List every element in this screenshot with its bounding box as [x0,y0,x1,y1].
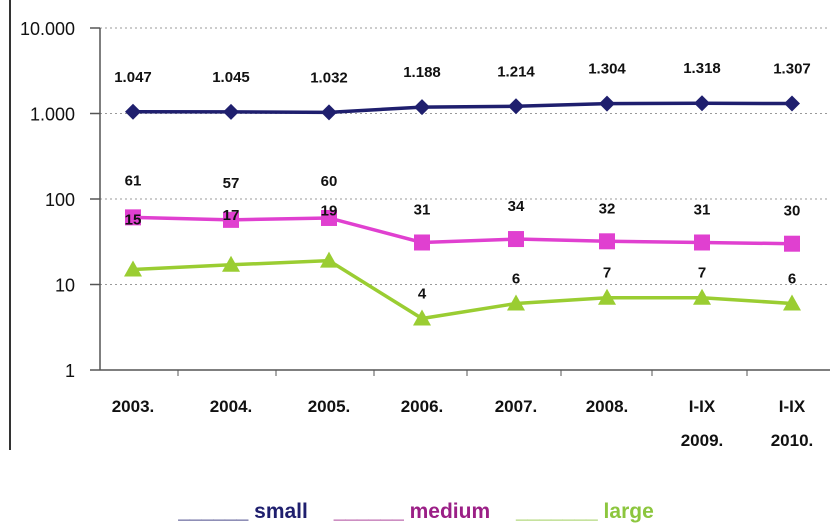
data-point-medium [599,233,615,250]
legend-label-medium: ______ medium [333,500,491,523]
data-label-medium: 61 [125,172,142,189]
legend-label-large: _______ large [515,500,654,523]
data-point-medium [508,231,524,248]
data-label-small: 1.318 [683,60,721,77]
data-label-large: 7 [698,265,706,282]
line-chart: 10.000 1.000 100 10 1 2003. 2004. 2005. 2006. 200… [9,0,830,450]
data-point-medium [223,211,239,228]
data-point-medium [125,209,141,226]
x-tick-label: 2009. [681,431,724,450]
data-label-large: 6 [788,270,796,287]
data-point-small [694,95,710,112]
x-tick-label: I-IX [779,397,806,416]
data-point-large [507,294,525,311]
x-tick-label: 2005. [308,397,351,416]
data-label-small: 1.045 [212,69,250,86]
data-point-medium [321,209,337,226]
data-point-medium [414,234,430,251]
data-label-large: 15 [125,211,142,228]
y-tick-label: 1 [65,361,75,381]
data-label-medium: 34 [508,198,525,215]
data-point-large [783,294,801,311]
x-tick-label: 2007. [495,397,538,416]
data-point-large [693,288,711,305]
x-tick-label: 2003. [112,397,155,416]
data-label-small: 1.188 [403,64,441,81]
data-point-large [413,309,431,326]
y-tick-label: 1.000 [30,105,75,125]
y-tick-label: 10.000 [20,19,75,39]
data-point-small [599,95,615,112]
legend-label-small: ______ small [178,500,308,523]
x-tick-label: 2006. [401,397,444,416]
data-point-medium [694,234,710,251]
data-point-small [321,104,337,121]
data-label-large: 7 [603,265,611,282]
data-point-large [598,288,616,305]
data-label-small: 1.047 [114,69,152,86]
data-point-large [222,255,240,272]
data-label-medium: 57 [223,175,240,192]
data-point-small [784,95,800,112]
data-label-large: 19 [321,203,338,220]
data-label-small: 1.214 [497,63,535,80]
data-label-small: 1.304 [588,61,626,78]
y-tick-label: 100 [45,190,75,210]
x-tick-label: 2010. [771,431,814,450]
data-label-large: 6 [512,270,520,287]
data-point-large [320,251,338,268]
series-line-small [132,101,793,115]
data-point-small [223,103,239,120]
chart-legend: ______ small ______ medium _______ large [0,500,832,524]
legend-item-large: _______ large [516,500,654,523]
data-point-small [508,98,524,115]
data-point-large [124,260,142,277]
data-point-medium [784,235,800,252]
data-label-medium: 60 [321,173,338,190]
x-tick-label: 2008. [586,397,629,416]
legend-item-small: ______ small [178,500,308,523]
series-line-medium [132,215,793,246]
x-tick-label: 2004. [210,397,253,416]
data-label-small: 1.032 [310,69,348,86]
data-label-small: 1.307 [773,61,811,78]
x-tick-label: I-IX [689,397,716,416]
data-point-small [125,103,141,120]
data-label-medium: 32 [599,200,616,217]
series-line-large [132,258,793,321]
data-point-small [414,99,430,116]
legend-item-medium: ______ medium [334,500,490,523]
data-label-large: 4 [418,286,427,303]
data-label-medium: 30 [784,203,801,220]
data-label-medium: 31 [414,201,431,218]
data-label-medium: 31 [694,201,711,218]
y-tick-label: 10 [55,276,75,296]
data-label-large: 17 [223,207,240,224]
